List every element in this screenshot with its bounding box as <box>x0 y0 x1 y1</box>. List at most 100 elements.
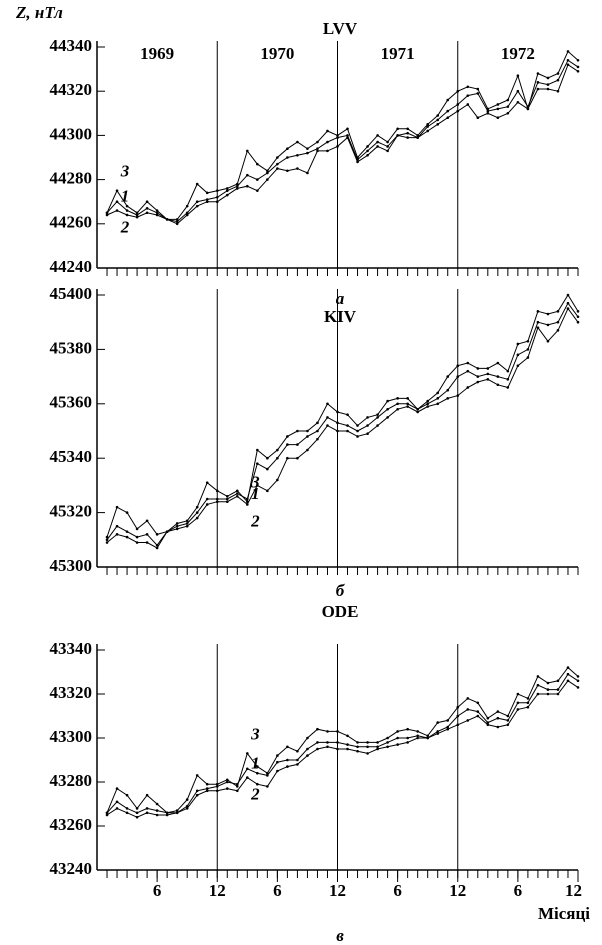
point <box>516 342 520 346</box>
y-tick-label: 44300 <box>50 124 93 143</box>
point <box>125 535 129 539</box>
point <box>215 785 219 788</box>
point <box>476 701 480 705</box>
point <box>496 361 500 365</box>
point <box>306 171 309 175</box>
point <box>256 189 259 192</box>
point <box>556 89 560 93</box>
point <box>416 730 419 733</box>
point <box>506 723 510 727</box>
x-tick-label: 12 <box>565 881 582 900</box>
point <box>195 182 199 186</box>
point <box>235 187 239 190</box>
point <box>526 705 530 709</box>
point <box>576 58 580 62</box>
point <box>195 789 199 793</box>
point <box>466 369 470 373</box>
point <box>466 386 470 389</box>
point <box>286 765 289 768</box>
x-tick-label: 6 <box>153 881 162 900</box>
point <box>406 402 409 406</box>
panel-label: б <box>336 581 346 600</box>
point <box>205 198 209 201</box>
point <box>576 679 580 683</box>
point <box>516 100 520 104</box>
point <box>446 116 450 120</box>
point <box>366 145 369 148</box>
point <box>115 807 119 810</box>
point <box>346 127 349 131</box>
point <box>486 372 490 376</box>
point <box>326 741 329 744</box>
point <box>175 809 179 812</box>
point <box>376 745 379 749</box>
point <box>476 367 480 370</box>
point <box>256 484 259 487</box>
point <box>316 727 319 731</box>
point <box>416 136 419 139</box>
point <box>125 807 129 810</box>
point <box>506 112 510 115</box>
point <box>496 710 500 713</box>
series-label: 1 <box>251 484 260 503</box>
point <box>326 129 329 133</box>
point <box>396 730 399 733</box>
point <box>316 147 319 150</box>
point <box>246 149 249 153</box>
point <box>225 187 229 190</box>
point <box>436 732 440 735</box>
point <box>185 807 189 810</box>
point <box>506 714 510 718</box>
point <box>175 222 179 226</box>
point <box>416 410 419 414</box>
point <box>346 743 349 746</box>
point <box>566 307 570 310</box>
point <box>215 497 219 501</box>
point <box>476 116 480 120</box>
point <box>496 107 500 111</box>
point <box>135 527 139 531</box>
point <box>576 320 580 324</box>
point <box>536 326 540 329</box>
year-label: 1972 <box>501 44 535 63</box>
point <box>486 378 490 381</box>
series-line <box>106 302 579 546</box>
point <box>386 416 389 419</box>
point <box>215 195 219 199</box>
point <box>396 407 399 411</box>
point <box>205 782 209 786</box>
point <box>476 375 480 378</box>
point <box>306 754 309 757</box>
point <box>225 500 229 504</box>
point <box>526 339 530 343</box>
point <box>306 147 309 150</box>
point <box>286 456 289 460</box>
x-tick-label: 6 <box>393 881 402 900</box>
point <box>566 63 570 66</box>
point <box>536 310 540 313</box>
x-tick-label: 6 <box>514 881 523 900</box>
point <box>256 178 259 181</box>
x-axis-label: Місяці <box>538 904 590 923</box>
point <box>115 505 119 509</box>
point <box>195 793 199 797</box>
y-tick-label: 45400 <box>50 284 93 303</box>
point <box>376 424 379 427</box>
point <box>456 394 460 397</box>
point <box>286 435 289 438</box>
point <box>506 98 510 102</box>
point <box>406 727 409 731</box>
point <box>336 730 339 733</box>
point <box>336 145 339 148</box>
year-label: 1969 <box>140 44 174 63</box>
point <box>426 399 429 403</box>
point <box>516 74 520 78</box>
point <box>546 83 550 86</box>
point <box>145 533 149 536</box>
point <box>536 87 540 91</box>
point <box>536 320 540 324</box>
point <box>546 323 550 327</box>
point <box>566 666 570 669</box>
point <box>336 410 339 414</box>
point <box>386 140 389 144</box>
